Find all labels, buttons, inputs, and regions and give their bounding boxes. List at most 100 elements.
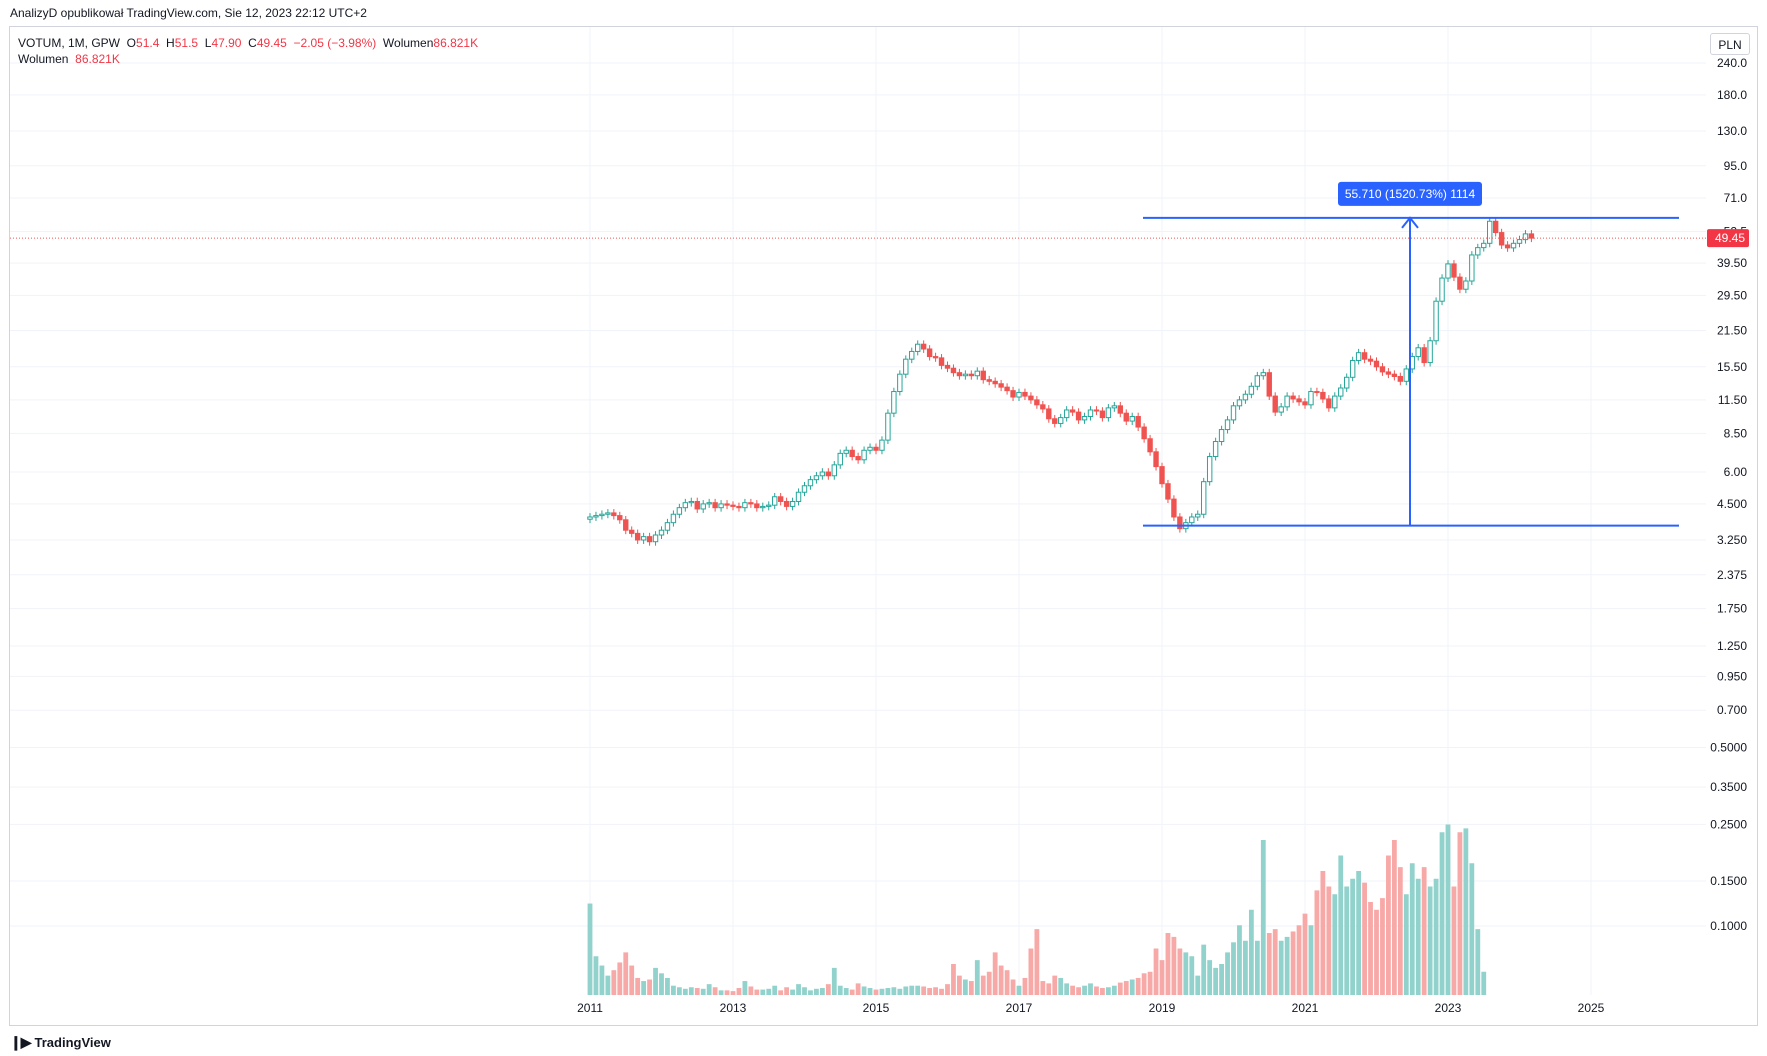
volume-bar bbox=[992, 952, 998, 995]
candle-down bbox=[1320, 391, 1326, 400]
candle-up bbox=[652, 534, 659, 543]
candle-up bbox=[1260, 372, 1266, 377]
price-tick-label: 21.50 bbox=[1717, 324, 1747, 338]
candle-up bbox=[1129, 415, 1135, 422]
price-tick-label: 1.250 bbox=[1717, 639, 1747, 653]
volume-bar bbox=[1111, 985, 1117, 995]
candle-up bbox=[682, 502, 689, 509]
volume-bar bbox=[1105, 987, 1111, 995]
volume-bar bbox=[891, 987, 897, 995]
volume-bar bbox=[1117, 982, 1123, 995]
volume-bar bbox=[831, 967, 837, 995]
volume-bar bbox=[885, 988, 891, 995]
volume-bar bbox=[1016, 985, 1022, 995]
volume-bar bbox=[1147, 971, 1153, 995]
volume-bar bbox=[754, 989, 760, 995]
candle-down bbox=[1421, 347, 1427, 364]
volume-bar bbox=[1231, 942, 1236, 995]
volume-bar bbox=[1243, 940, 1248, 995]
candle-down bbox=[1528, 233, 1535, 239]
volume-bar bbox=[873, 989, 879, 995]
candle-up bbox=[772, 496, 778, 506]
candle-up bbox=[658, 529, 665, 536]
volume-bar bbox=[1165, 933, 1171, 995]
candle-up bbox=[742, 502, 748, 509]
chart-frame[interactable] bbox=[9, 26, 1758, 1026]
candle-up bbox=[813, 475, 820, 481]
candle-down bbox=[1373, 360, 1380, 368]
candle-up bbox=[837, 452, 843, 466]
volume-bar bbox=[1028, 948, 1034, 995]
volume-bar bbox=[921, 986, 927, 995]
volume-bar bbox=[1022, 977, 1028, 995]
candle-down bbox=[1135, 415, 1141, 428]
volume-bar bbox=[1260, 840, 1266, 995]
currency-button[interactable]: PLN bbox=[1710, 33, 1750, 55]
price-tick-label: 71.0 bbox=[1724, 191, 1748, 205]
volume-bar bbox=[796, 984, 801, 995]
candle-down bbox=[920, 343, 927, 350]
candle-up bbox=[843, 449, 849, 454]
candle-down bbox=[724, 503, 730, 506]
candle-up bbox=[801, 485, 808, 493]
volume-bar bbox=[1421, 867, 1427, 995]
price-tick-label: 11.50 bbox=[1718, 393, 1747, 407]
time-tick-label: 2017 bbox=[1006, 1001, 1033, 1015]
volume-bars bbox=[587, 824, 1487, 995]
candle-up bbox=[599, 513, 605, 517]
candle-up bbox=[1111, 405, 1118, 409]
candle-up bbox=[1433, 300, 1439, 342]
candle-down bbox=[748, 502, 754, 505]
range-label: 55.710 (1520.73%) 1114 bbox=[1345, 187, 1476, 201]
volume-bar bbox=[897, 988, 903, 995]
candle-down bbox=[1171, 498, 1177, 518]
volume-bar bbox=[957, 975, 962, 995]
legend: VOTUM, 1M, GPW O51.4 H51.5 L47.90 C49.45… bbox=[18, 35, 478, 67]
legend-volume-value: 86.821K bbox=[433, 36, 479, 50]
volume-bar bbox=[1445, 824, 1451, 995]
candle-down bbox=[1010, 390, 1016, 398]
volume-bar bbox=[1254, 940, 1260, 995]
volume-bar bbox=[712, 987, 718, 995]
volume-bar bbox=[1403, 894, 1409, 995]
candle-down bbox=[1022, 391, 1028, 397]
candle-down bbox=[855, 456, 861, 461]
volume-bar bbox=[1052, 975, 1058, 995]
volume-bar bbox=[718, 990, 724, 995]
volume-bar bbox=[1129, 979, 1135, 995]
legend-price-row: VOTUM, 1M, GPW O51.4 H51.5 L47.90 C49.45… bbox=[18, 35, 478, 51]
candle-up bbox=[1201, 481, 1207, 515]
time-tick-label: 2011 bbox=[577, 1001, 603, 1015]
price-tick-label: 240.0 bbox=[1717, 56, 1747, 70]
candle-down bbox=[1123, 412, 1129, 422]
volume-bar bbox=[1207, 960, 1213, 995]
candle-down bbox=[1159, 466, 1165, 485]
candle-up bbox=[1332, 395, 1338, 409]
price-tick-label: 2.375 bbox=[1717, 568, 1747, 582]
volume-bar bbox=[1457, 832, 1463, 995]
price-tick-label: 4.500 bbox=[1717, 497, 1747, 511]
volume-bar bbox=[1386, 855, 1391, 995]
candle-down bbox=[1034, 399, 1040, 406]
volume-bar bbox=[861, 986, 867, 995]
volume-bar bbox=[700, 988, 706, 995]
volume-bar bbox=[980, 975, 986, 995]
candle-up bbox=[1510, 242, 1517, 249]
candle-up bbox=[1522, 233, 1529, 241]
candle-down bbox=[1492, 220, 1499, 234]
candle-down bbox=[926, 348, 933, 358]
candle-up bbox=[1344, 376, 1350, 389]
candle-up bbox=[688, 500, 694, 504]
price-tick-label: 15.50 bbox=[1717, 360, 1747, 374]
candle-up bbox=[1236, 399, 1243, 407]
volume-bar bbox=[825, 984, 831, 995]
volume-bar bbox=[933, 987, 938, 995]
volume-bar bbox=[790, 989, 795, 995]
volume-bar bbox=[1195, 975, 1201, 995]
volume-bar bbox=[1409, 863, 1415, 995]
candle-down bbox=[1504, 244, 1511, 249]
volume-bar bbox=[1439, 832, 1445, 995]
volume-bar bbox=[623, 952, 629, 995]
candle-down bbox=[825, 471, 832, 477]
